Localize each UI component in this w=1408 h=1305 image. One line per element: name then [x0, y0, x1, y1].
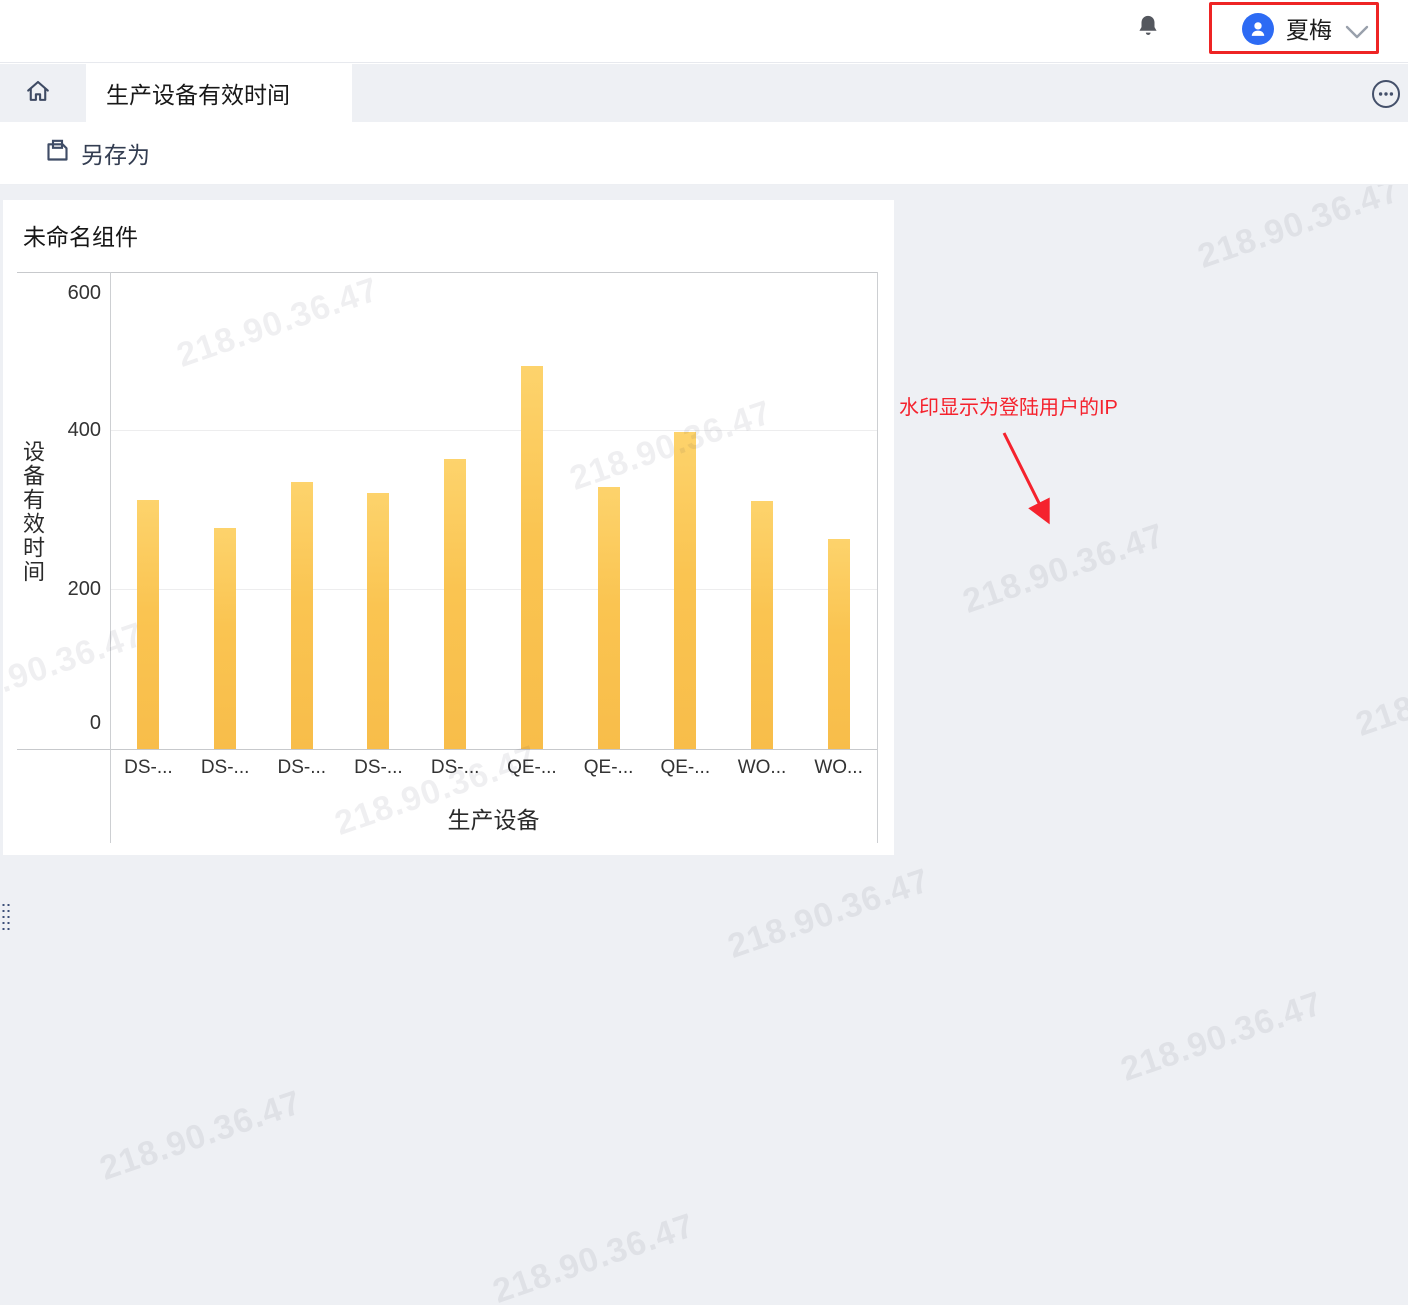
- bar-QE-...[interactable]: [597, 487, 620, 749]
- save-as-button[interactable]: 另存为: [44, 122, 150, 184]
- chart-card: 未命名组件 设备有效时间 600 400 200 0 DS-... DS-... DS-.…: [3, 200, 894, 855]
- component-drag-handle[interactable]: [1, 902, 11, 930]
- bar-WO...[interactable]: [827, 539, 850, 749]
- ip-watermark: 218.90.36.47: [488, 1206, 700, 1305]
- plot-right-border: [877, 272, 878, 843]
- ip-watermark: 218.90.36.47: [1116, 984, 1328, 1089]
- home-icon: [24, 77, 52, 110]
- x-axis-labels: DS-... DS-... DS-... DS-... DS-... QE-... QE-.…: [110, 757, 877, 783]
- x-tick-label: WO...: [737, 757, 787, 778]
- bar-DS-...[interactable]: [444, 459, 467, 749]
- gridline-200: [111, 589, 877, 590]
- tabbar: 生产设备有效时间: [0, 64, 1408, 122]
- x-tick-label: DS-...: [200, 757, 250, 778]
- tab-production-equipment-effective-time[interactable]: 生产设备有效时间: [86, 64, 352, 122]
- save-as-label: 另存为: [81, 142, 150, 168]
- y-tick-label: 200: [67, 578, 101, 600]
- gridline-400: [111, 430, 877, 431]
- ip-watermark: 218.90.36.47: [95, 1083, 307, 1188]
- tab-label: 生产设备有效时间: [106, 82, 290, 108]
- bar-QE-...[interactable]: [520, 366, 543, 749]
- toolbar: 另存为: [0, 122, 1408, 185]
- user-avatar[interactable]: [1242, 13, 1274, 45]
- y-axis-line: [110, 272, 111, 843]
- user-menu-highlight-box: 夏梅: [1209, 2, 1379, 54]
- topbar: 夏梅: [0, 0, 1408, 63]
- dashboard-content: 未命名组件 设备有效时间 600 400 200 0 DS-... DS-... DS-.…: [0, 185, 1408, 1305]
- chart-title: 未命名组件: [23, 224, 138, 250]
- more-options-button[interactable]: [1371, 79, 1401, 109]
- ip-watermark: 218.90.36.47: [723, 861, 935, 966]
- save-icon: [44, 137, 71, 170]
- ip-watermark-annotation: 水印显示为登陆用户的IP: [899, 397, 1118, 419]
- x-tick-label: QE-...: [583, 757, 634, 778]
- x-tick-label: DS-...: [277, 757, 327, 778]
- user-name[interactable]: 夏梅: [1286, 17, 1332, 43]
- x-tick-label: DS-...: [430, 757, 480, 778]
- plot-area: [110, 272, 877, 749]
- annotation-arrow: [1002, 432, 1050, 525]
- x-tick-label: DS-...: [354, 757, 403, 778]
- bar-QE-...[interactable]: [674, 432, 697, 749]
- x-axis-line: [17, 749, 877, 750]
- ip-watermark: 218.90.36.47: [1351, 639, 1408, 744]
- x-axis-title: 生产设备: [447, 807, 540, 833]
- bar-DS-...[interactable]: [214, 528, 237, 749]
- y-axis-title: 设备有效时间: [20, 440, 45, 584]
- bar-DS-...[interactable]: [367, 493, 390, 749]
- y-tick-label: 600: [67, 282, 101, 304]
- chevron-down-icon[interactable]: [1344, 25, 1370, 45]
- x-tick-label: WO...: [814, 757, 863, 778]
- bar-DS-...[interactable]: [290, 482, 313, 749]
- y-tick-label: 0: [89, 712, 101, 734]
- x-tick-label: QE-...: [660, 757, 711, 778]
- y-tick-label: 400: [67, 419, 101, 441]
- ip-watermark: 218.90.36.47: [1193, 185, 1405, 276]
- home-button[interactable]: [0, 64, 75, 122]
- x-tick-label: DS-...: [124, 757, 173, 778]
- plot-top-border: [17, 272, 877, 273]
- bar-DS-...[interactable]: [137, 500, 160, 749]
- bar-WO...[interactable]: [751, 501, 773, 749]
- x-tick-label: QE-...: [507, 757, 557, 778]
- notification-bell-icon[interactable]: [1135, 13, 1161, 40]
- ellipsis-circle-icon: [1371, 80, 1401, 113]
